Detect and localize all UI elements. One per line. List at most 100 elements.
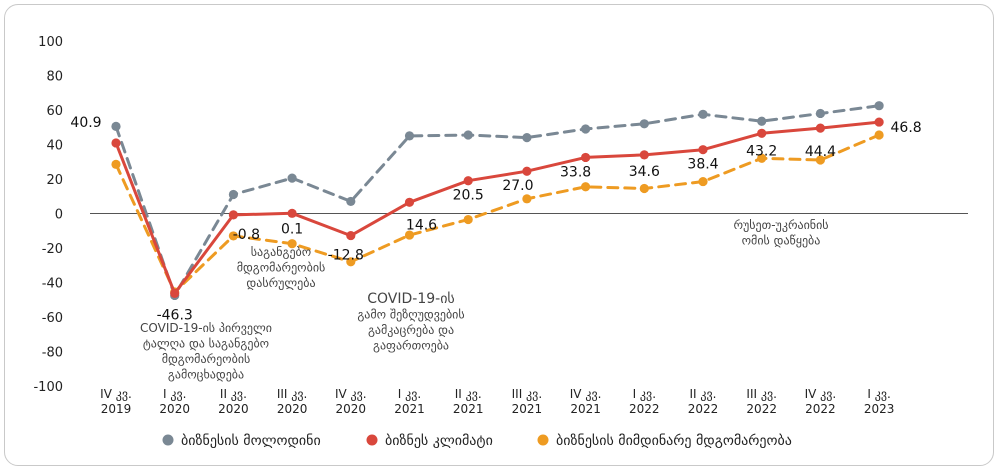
x-tick-label-quarter: III კვ.: [512, 387, 543, 401]
x-tick-label-quarter: II კვ.: [690, 387, 717, 401]
series-2-point: [639, 150, 649, 160]
series-3-point: [874, 130, 884, 140]
y-tick-label: 60: [46, 104, 63, 119]
x-tick-label-quarter: I კვ.: [163, 387, 186, 401]
y-tick-label: 100: [38, 35, 63, 50]
x-tick-label-quarter: IV კვ.: [100, 387, 132, 401]
data-label: 43.2: [746, 143, 777, 159]
y-tick-label: 0: [55, 208, 63, 223]
x-tick-label-year: 2022: [805, 402, 836, 416]
y-tick-label: -20: [42, 242, 63, 257]
series-line-1: [114, 104, 881, 297]
annotation-text: გამოცხადება: [168, 368, 244, 382]
x-tick-label-quarter: I კვ.: [398, 387, 421, 401]
series-3-point: [815, 155, 826, 165]
legend-marker: [537, 434, 549, 446]
series-2-point: [111, 138, 121, 148]
x-tick-label-quarter: IV კვ.: [335, 387, 367, 401]
data-label: 0.1: [281, 221, 303, 237]
annotation-text: COVID-19-ის პირველი: [140, 321, 272, 335]
data-label: -12.8: [328, 248, 364, 264]
data-label: 27.0: [502, 178, 533, 194]
data-label: 38.4: [687, 157, 718, 173]
series-3-point: [346, 257, 356, 267]
series-line-3: [114, 133, 881, 294]
series-1-point: [757, 116, 767, 126]
series-1-point: [346, 196, 356, 207]
x-tick-label-year: 2022: [746, 402, 777, 416]
data-label: -0.8: [233, 227, 260, 243]
series-3-point: [463, 214, 473, 225]
data-label: 14.6: [406, 217, 437, 233]
legend-label: ბიზნესის მიმდინარე მდგომარეობა: [556, 432, 792, 449]
annotation-text: მდგომარეობის: [237, 261, 326, 275]
data-label: 20.5: [453, 188, 484, 204]
data-label: -46.3: [157, 307, 193, 323]
series-2-point: [287, 208, 297, 218]
data-label: 44.4: [805, 144, 836, 160]
series-3-point: [228, 231, 238, 241]
x-tick-label-year: 2022: [629, 402, 660, 416]
series-2-point: [698, 145, 708, 155]
series-2-point: [228, 210, 238, 220]
series-1-point: [874, 101, 884, 111]
x-tick-label-year: 2021: [512, 402, 543, 416]
x-tick-label-year: 2021: [570, 402, 601, 416]
series-3-point: [639, 183, 649, 194]
series-3-point: [404, 230, 415, 240]
series-1-point: [698, 109, 708, 119]
annotation-text: COVID-19-ის: [367, 291, 455, 307]
series-2-point: [815, 123, 826, 133]
legend-label: ბიზნეს კლიმატი: [385, 433, 493, 449]
y-tick-label: -40: [42, 277, 63, 292]
x-tick-label-quarter: IV კვ.: [570, 387, 602, 401]
x-tick-label-year: 2021: [394, 402, 425, 416]
annotation-text: დასრულება: [246, 276, 315, 290]
chart-frame: [4, 4, 994, 466]
y-tick-label: 20: [46, 173, 63, 188]
y-tick-label: 80: [46, 70, 63, 85]
x-tick-label-year: 2021: [453, 402, 484, 416]
annotation-text: გაფართოება: [373, 339, 449, 353]
y-tick-label: 40: [46, 139, 63, 154]
y-tick-label: -60: [42, 311, 63, 326]
series-2-point: [404, 197, 415, 207]
x-tick-label-quarter: I კვ.: [633, 387, 656, 401]
series-1-point: [404, 131, 415, 141]
annotation-text: გამო შეზღუდვების: [357, 308, 464, 322]
series-1-point: [228, 189, 238, 200]
series-1-point: [581, 124, 591, 134]
x-tick-label-year: 2019: [101, 402, 132, 416]
series-1-point: [111, 121, 121, 131]
annotation-text: ტალღა და საგანგებო: [143, 337, 269, 351]
series-2-point: [522, 166, 532, 176]
x-tick-label-year: 2022: [688, 402, 719, 416]
series-3-point: [111, 159, 121, 169]
x-tick-label-year: 2020: [277, 402, 308, 416]
x-tick-label-year: 2020: [336, 402, 367, 416]
series-3-point: [581, 182, 591, 192]
legend-marker: [366, 434, 378, 446]
annotation-text: ომის დაწყება: [742, 234, 821, 248]
annotation-text: მდგომარეობის: [162, 352, 251, 366]
x-tick-label-quarter: III კვ.: [746, 387, 777, 401]
x-tick-label-quarter: III კვ.: [277, 387, 308, 401]
data-label: 33.8: [560, 164, 591, 180]
series-1-point: [287, 173, 297, 183]
legend-label: ბიზნესის მოლოდინი: [181, 433, 321, 449]
x-tick-label-quarter: II კვ.: [455, 387, 482, 401]
series-1-point: [815, 108, 826, 119]
x-tick-label-quarter: II კვ.: [220, 387, 247, 401]
series-3-point: [698, 176, 708, 187]
x-tick-label-quarter: I კვ.: [867, 387, 890, 401]
series-2-point: [170, 288, 180, 298]
annotation-text: საგანგებო: [251, 245, 311, 259]
series-2-point: [463, 176, 473, 186]
series-line-2: [114, 120, 881, 295]
data-label: 34.6: [629, 164, 660, 180]
series-1-point: [522, 133, 532, 143]
annotation-text: რუსეთ-უკრაინის: [733, 218, 828, 232]
data-label: 40.9: [70, 115, 101, 131]
series-2-point: [757, 128, 767, 138]
